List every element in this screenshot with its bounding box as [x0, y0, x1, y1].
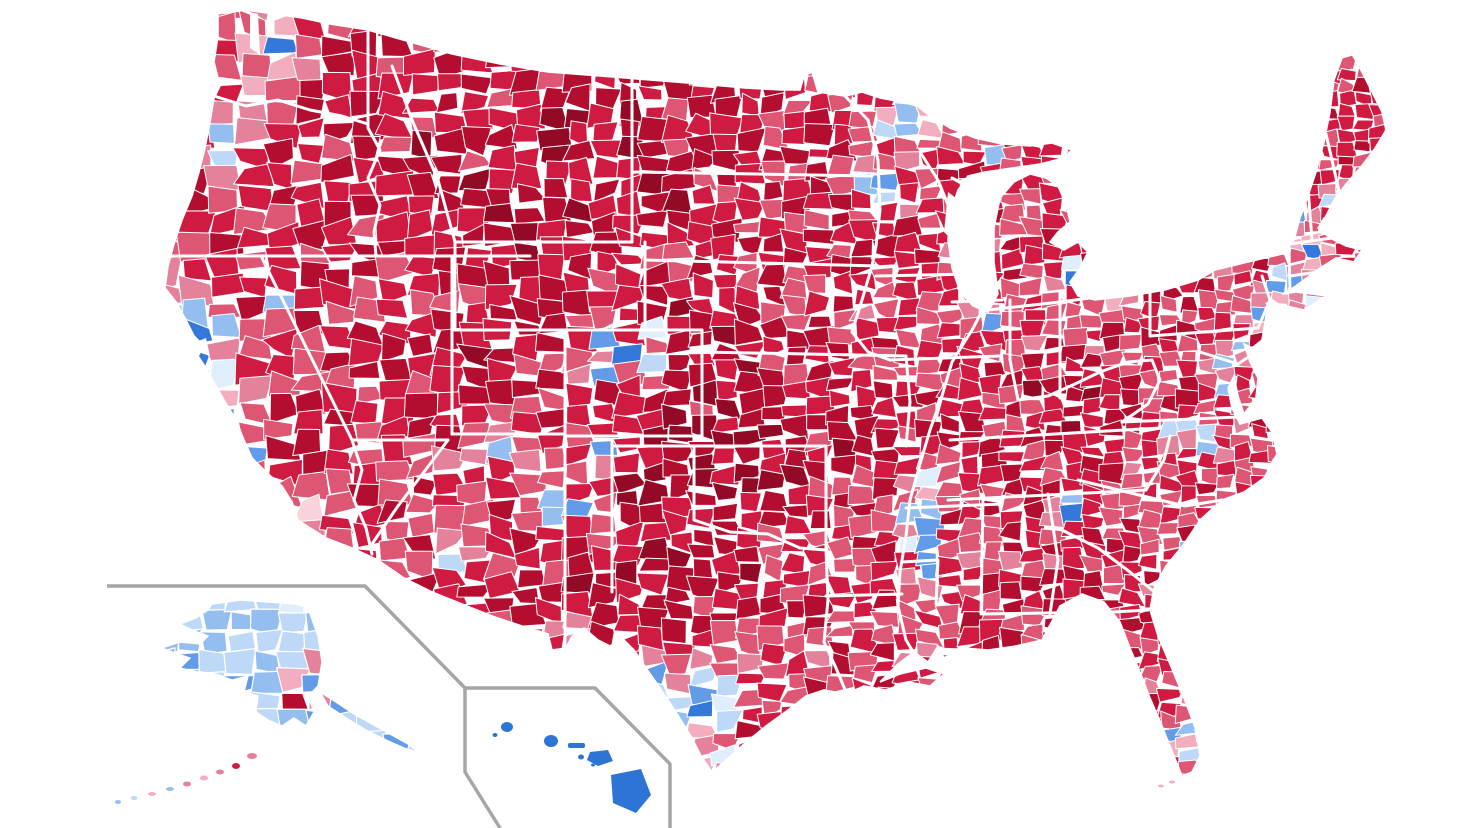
- inset-divider-lines: [107, 584, 672, 828]
- hawaii-inset: [492, 722, 651, 813]
